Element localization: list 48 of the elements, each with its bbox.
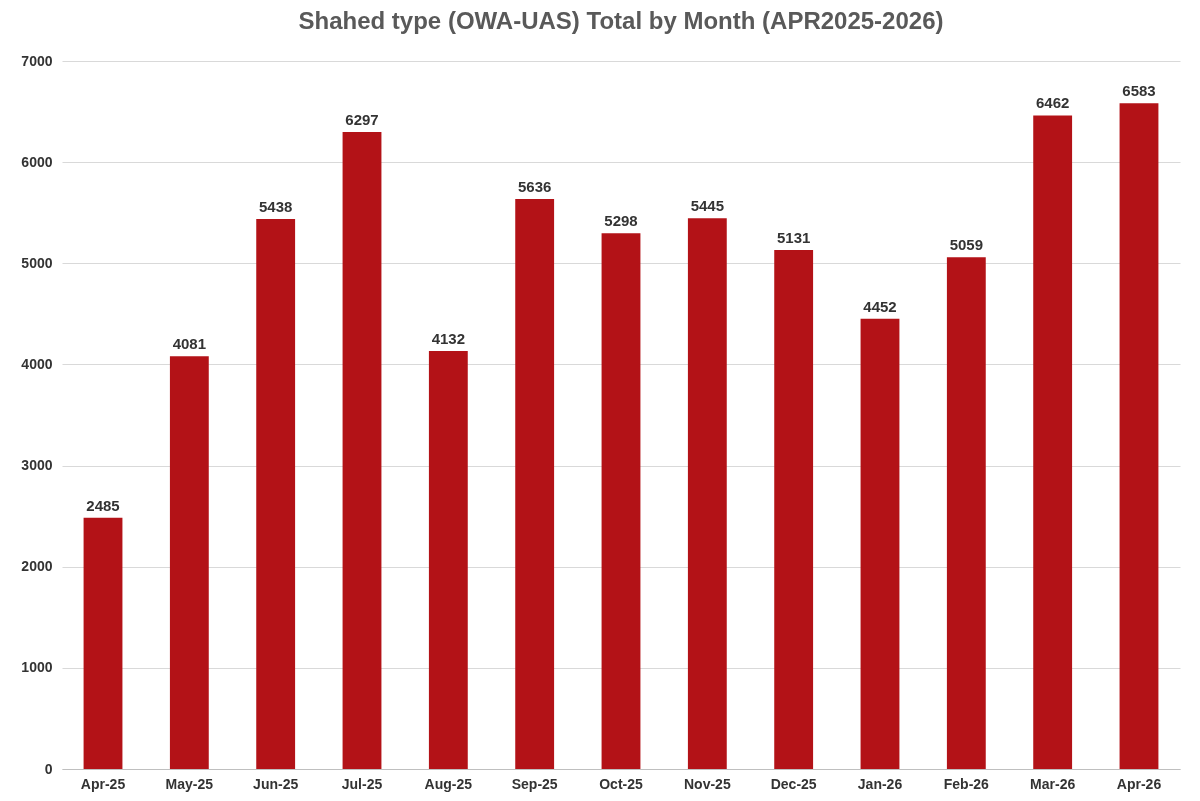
y-tick-label: 0 (44, 760, 53, 777)
bar (687, 218, 727, 769)
y-tick-label: 3000 (21, 457, 53, 474)
chart-title: Shahed type (OWA-UAS) Total by Month (APR2025-2026) (298, 7, 944, 34)
x-tick-label: Dec-25 (770, 775, 817, 792)
data-label: 6462 (1035, 94, 1070, 112)
data-label: 5298 (604, 212, 638, 230)
x-tick-label: Nov-25 (683, 775, 731, 792)
x-tick-label: Apr-25 (80, 775, 126, 792)
x-tick-label: Apr-26 (1116, 775, 1162, 792)
bar (169, 356, 209, 769)
x-tick-label: Sep-25 (511, 775, 558, 792)
data-label: 5438 (258, 197, 293, 215)
bar (601, 233, 641, 769)
y-tick-label: 6000 (21, 153, 53, 170)
bar (774, 250, 814, 769)
data-label: 5636 (517, 177, 552, 195)
bar (860, 318, 900, 769)
data-label: 5445 (690, 197, 725, 215)
y-tick-label: 5000 (21, 254, 53, 271)
data-label: 2485 (86, 496, 120, 514)
x-tick-label: Feb-26 (943, 775, 990, 792)
bar (428, 351, 468, 769)
x-tick-label: Jul-25 (341, 775, 383, 792)
x-tick-label: Oct-25 (599, 775, 643, 792)
bar (1119, 103, 1159, 769)
bar (946, 257, 986, 769)
x-tick-label: Mar-26 (1030, 775, 1076, 792)
y-tick-label: 7000 (21, 52, 53, 69)
x-tick-label: Jun-25 (253, 775, 299, 792)
x-tick-label: Jan-26 (857, 775, 903, 792)
x-tick-label: Aug-25 (424, 775, 473, 792)
data-label: 4081 (172, 335, 207, 353)
data-label: 5131 (776, 229, 811, 247)
y-tick-label: 1000 (21, 659, 53, 676)
data-label: 4132 (431, 330, 466, 348)
bar (515, 198, 555, 769)
data-label: 5059 (949, 236, 984, 254)
data-label: 6583 (1122, 82, 1156, 100)
y-tick-label: 4000 (21, 355, 53, 372)
data-label: 4452 (863, 297, 897, 315)
bar (342, 132, 382, 769)
bar (256, 218, 296, 769)
bar (1033, 115, 1073, 769)
bar (83, 517, 123, 769)
y-tick-label: 2000 (21, 558, 53, 575)
data-label: 6297 (345, 111, 379, 129)
x-tick-label: May-25 (165, 775, 214, 792)
